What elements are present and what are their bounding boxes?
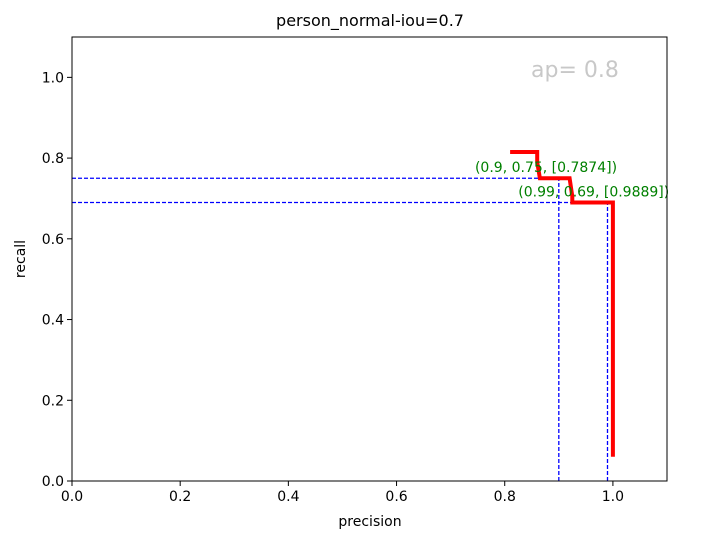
plot-area: (0.9, 0.75, [0.7874]) (0.99, 0.69, [0.988… bbox=[42, 36, 669, 505]
y-tick-label-3: 0.6 bbox=[42, 232, 64, 248]
y-tick-label-5: 1.0 bbox=[42, 70, 64, 86]
x-tick-label-2: 0.4 bbox=[277, 489, 299, 505]
x-tick-label-4: 0.8 bbox=[494, 489, 516, 505]
guide-annotation-1: (0.99, 0.69, [0.9889]) bbox=[518, 184, 669, 200]
x-axis-label: precision bbox=[338, 514, 401, 530]
x-tick-label-1: 0.2 bbox=[169, 489, 191, 505]
y-tick-label-0: 0.0 bbox=[42, 474, 64, 490]
guide-annotation-0: (0.9, 0.75, [0.7874]) bbox=[475, 160, 617, 176]
y-tick-label-4: 0.8 bbox=[42, 151, 64, 167]
axes-frame bbox=[71, 36, 668, 482]
y-tick-label-2: 0.4 bbox=[42, 313, 64, 329]
ap-score-label: ap= 0.8 bbox=[531, 58, 619, 83]
x-tick-label-3: 0.6 bbox=[385, 489, 407, 505]
x-tick-label-0: 0.0 bbox=[61, 489, 83, 505]
y-tick-label-1: 0.2 bbox=[42, 393, 64, 409]
chart-title: person_normal-iou=0.7 bbox=[276, 11, 464, 31]
y-axis-label: recall bbox=[13, 240, 29, 278]
x-tick-label-5: 1.0 bbox=[602, 489, 624, 505]
series-line-0 bbox=[510, 150, 615, 457]
